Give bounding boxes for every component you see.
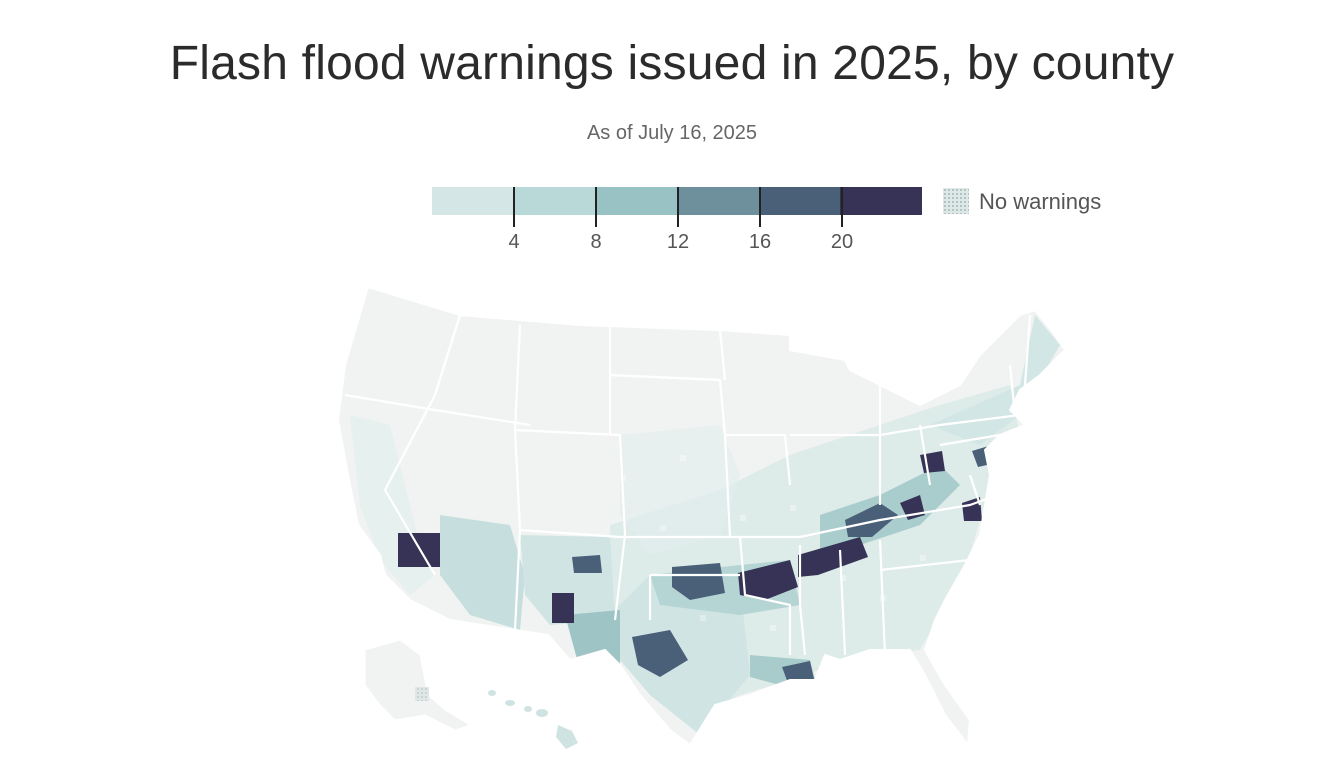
legend-bin-5 [840, 187, 923, 215]
page-subtitle: As of July 16, 2025 [586, 122, 758, 144]
legend-bin-2 [595, 187, 678, 215]
us-county-map [336, 285, 1067, 749]
legend-tick [759, 187, 761, 227]
hawaii-islands [488, 690, 578, 749]
legend-tick [595, 187, 597, 227]
legend-tick [677, 187, 679, 227]
legend-color-bar [432, 187, 923, 215]
legend-bin-4 [758, 187, 841, 215]
hotspot-eastern-kentucky [845, 503, 898, 537]
legend-bin-0 [432, 187, 514, 215]
hotspot-eastern-oklahoma [672, 563, 725, 600]
hotspot-southern-louisiana [782, 661, 814, 683]
legend-tick-label: 4 [508, 231, 520, 253]
no-warnings-swatch [943, 188, 969, 214]
hotspot-northern-arkansas [738, 560, 798, 600]
hotspot-central-texas [632, 630, 688, 677]
light-coverage-northeast [930, 315, 1060, 445]
no-warnings-label: No warnings [979, 189, 1102, 214]
legend-tick [513, 187, 515, 227]
light-coverage-plains [620, 425, 740, 555]
county-shading [350, 315, 1060, 735]
hotspot-middle-tennessee [798, 537, 868, 577]
alaska-warning-patch [415, 687, 429, 701]
legend-bin-3 [677, 187, 759, 215]
legend-bin-1 [513, 187, 596, 215]
color-legend: 4 8 12 16 20 No warnings [432, 187, 1132, 267]
alaska-shape [364, 639, 472, 731]
legend-tick-label: 12 [666, 231, 690, 253]
legend-tick [841, 187, 843, 227]
hotspot-western-arizona [398, 533, 440, 567]
light-coverage-arizona [440, 515, 525, 630]
legend-tick-label: 20 [830, 231, 854, 253]
hotspot-northeastern-newmexico [572, 555, 602, 573]
legend-tick-label: 8 [590, 231, 602, 253]
legend-tick-label: 16 [748, 231, 772, 253]
us-outline [336, 285, 1067, 748]
hotspot-southern-newmexico [552, 593, 574, 623]
page-title: Flash flood warnings issued in 2025, by … [169, 37, 1175, 90]
state-borders [344, 314, 1032, 656]
